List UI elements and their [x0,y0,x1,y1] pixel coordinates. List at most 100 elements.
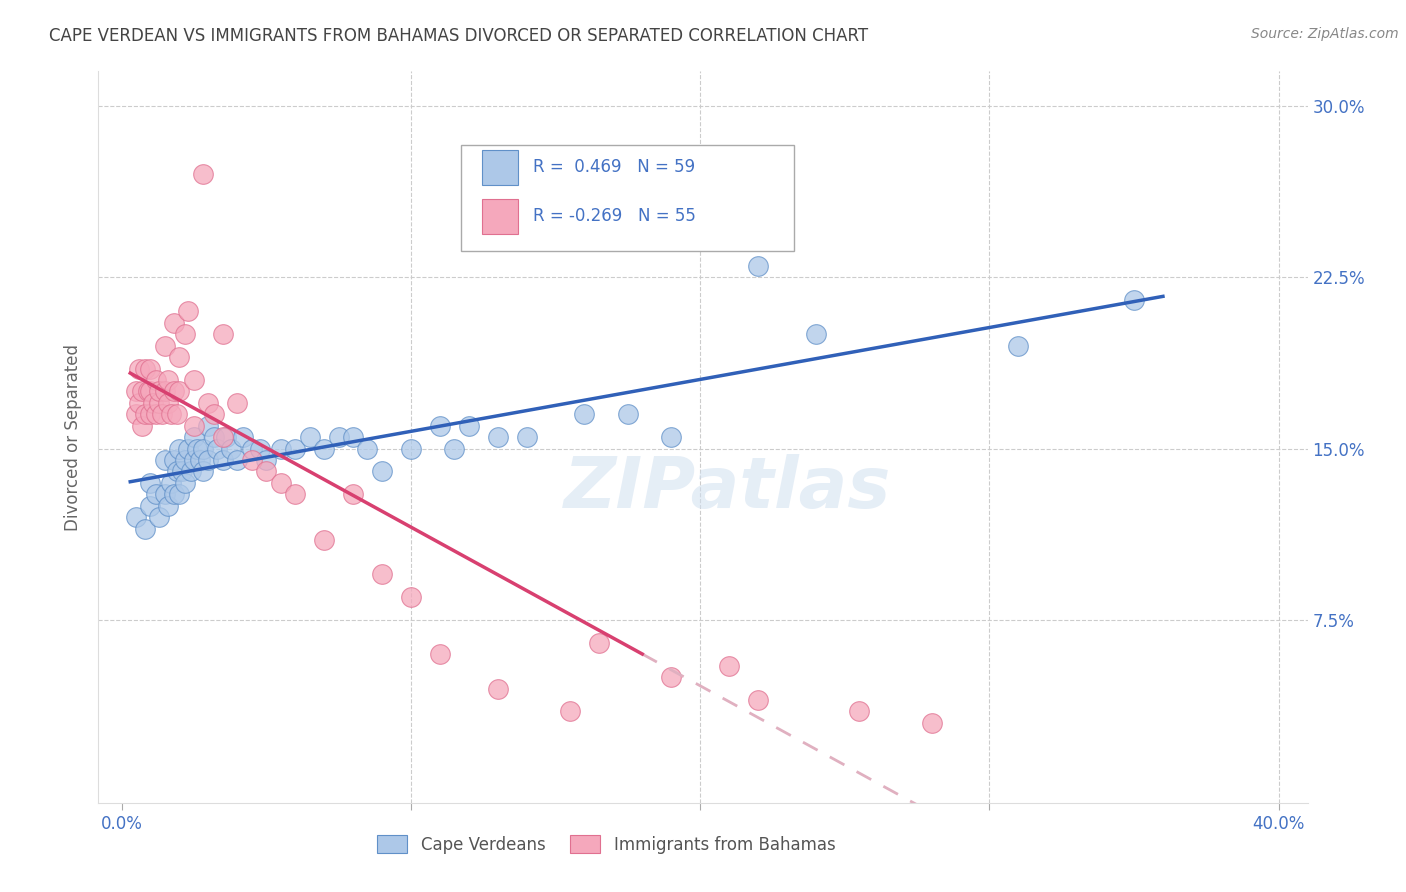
Point [162,453,184,467]
Point [718,658,741,673]
Point [249,442,271,456]
Point [139,407,162,421]
Point [588,636,610,650]
Point [211,430,233,444]
Point [150,407,173,421]
Point [136,384,159,399]
Point [162,316,184,330]
Point [166,464,188,478]
Point [183,453,205,467]
Y-axis label: Divorced or Separated: Divorced or Separated [65,343,83,531]
Text: Source: ZipAtlas.com: Source: ZipAtlas.com [1251,27,1399,41]
Point [174,453,197,467]
Point [284,487,307,501]
Point [205,442,228,456]
Point [574,407,596,421]
Point [804,327,827,342]
Point [145,407,167,421]
Point [162,487,184,501]
Point [659,430,682,444]
Point [221,442,243,456]
Point [191,442,214,456]
Point [240,442,263,456]
Point [747,693,769,707]
Point [145,487,167,501]
Point [197,418,219,433]
Point [183,430,205,444]
Point [183,418,205,433]
Text: ZIPatlas: ZIPatlas [564,454,891,523]
Point [270,475,292,490]
Point [399,442,422,456]
Point [371,464,394,478]
Point [558,705,581,719]
Point [312,442,335,456]
FancyBboxPatch shape [461,145,793,251]
Point [429,647,451,661]
Point [177,304,200,318]
Point [191,464,214,478]
Point [298,430,321,444]
Point [186,442,208,456]
Bar [482,150,517,185]
Point [139,361,162,376]
Point [284,442,307,456]
Point [131,384,153,399]
Point [139,475,162,490]
Point [153,453,176,467]
Point [356,442,378,456]
Point [371,567,394,582]
Point [342,487,364,501]
Point [270,442,292,456]
Point [399,590,422,604]
Point [156,499,179,513]
Point [145,373,167,387]
Legend: Cape Verdeans, Immigrants from Bahamas: Cape Verdeans, Immigrants from Bahamas [371,829,842,860]
Point [617,407,640,421]
Point [142,396,165,410]
Point [254,464,277,478]
Point [139,384,162,399]
Point [162,384,184,399]
Point [131,418,153,433]
Point [148,510,170,524]
Text: CAPE VERDEAN VS IMMIGRANTS FROM BAHAMAS DIVORCED OR SEPARATED CORRELATION CHART: CAPE VERDEAN VS IMMIGRANTS FROM BAHAMAS … [49,27,869,45]
Point [153,339,176,353]
Point [169,487,191,501]
Point [486,430,509,444]
Point [134,361,156,376]
Point [226,453,249,467]
Point [159,475,181,490]
Point [197,396,219,410]
Point [202,407,225,421]
Point [254,453,277,467]
Point [156,396,179,410]
Point [169,350,191,364]
Point [139,499,162,513]
Point [134,521,156,535]
Point [128,396,150,410]
Point [153,487,176,501]
Point [188,453,211,467]
Point [180,464,202,478]
Point [177,442,200,456]
Point [921,715,943,730]
Text: R =  0.469   N = 59: R = 0.469 N = 59 [533,158,695,177]
Point [134,407,156,421]
Point [1123,293,1146,307]
Point [659,670,682,684]
Point [240,453,263,467]
Point [191,167,214,181]
Point [125,384,148,399]
Point [153,384,176,399]
Point [125,510,148,524]
Point [174,327,197,342]
Point [312,533,335,547]
Point [1007,339,1029,353]
Bar [482,199,517,234]
Point [342,430,364,444]
Point [226,396,249,410]
Text: R = -0.269   N = 55: R = -0.269 N = 55 [533,207,696,225]
Point [197,453,219,467]
Point [125,407,148,421]
